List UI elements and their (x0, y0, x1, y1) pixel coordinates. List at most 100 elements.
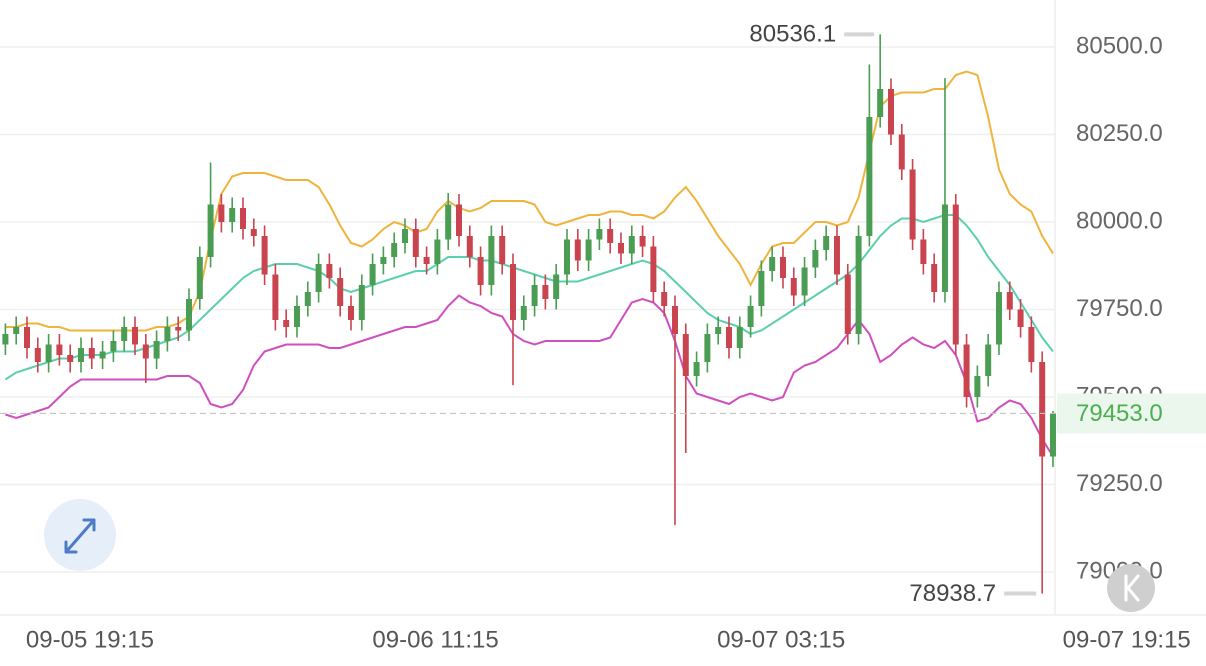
candle-body (920, 239, 927, 264)
candle-body (1028, 326, 1035, 362)
candle-body (229, 207, 236, 222)
candle-body (931, 263, 938, 292)
back-button[interactable] (1107, 564, 1155, 612)
x-tick-label: 09-05 19:15 (26, 626, 154, 653)
candle-body (272, 274, 279, 320)
candle-body (985, 344, 992, 376)
candle-body (185, 298, 192, 331)
candle-body (941, 204, 948, 292)
candle-body (337, 277, 344, 306)
back-icon[interactable] (1124, 574, 1140, 602)
candle-body (218, 204, 225, 222)
candle-body (261, 235, 268, 275)
band-line (4, 214, 1054, 381)
candle-body (283, 319, 290, 327)
min-label: 78938.7 (909, 580, 996, 607)
candle-body (758, 270, 765, 306)
candle-body (207, 204, 214, 257)
candle-body (293, 305, 300, 327)
y-tick-label: 80250.0 (1076, 120, 1163, 147)
candle-body (326, 263, 333, 278)
y-tick-label: 80500.0 (1076, 32, 1163, 59)
back-button-bg[interactable] (1107, 564, 1155, 612)
candle-body (661, 291, 668, 306)
candle-body (563, 239, 570, 275)
candle-body (833, 235, 840, 275)
candle-body (887, 89, 894, 135)
candle-body (121, 326, 128, 341)
candle-body (445, 204, 452, 240)
candle-body (520, 305, 527, 320)
candle-body (877, 89, 884, 118)
candle-body (671, 305, 678, 334)
candle-body (801, 267, 808, 296)
x-tick-label: 09-07 19:15 (1063, 626, 1191, 653)
candle-body (88, 347, 95, 359)
candles (2, 34, 1056, 594)
candle-body (715, 326, 722, 334)
grid (0, 46, 1055, 573)
candle-body (736, 326, 743, 348)
candle-body (617, 242, 624, 254)
candle-body (1039, 361, 1046, 457)
candle-body (844, 274, 851, 334)
candle-body (196, 256, 203, 299)
candle-body (2, 333, 9, 345)
candle-body (142, 344, 149, 359)
candle-body (693, 361, 700, 376)
candle-body (153, 340, 160, 359)
candle-body (34, 347, 41, 362)
candle-body (239, 207, 246, 229)
candle-body (747, 305, 754, 327)
candle-body (974, 375, 981, 397)
candle-body (725, 326, 732, 348)
candle-body (13, 326, 20, 334)
band-line (5, 70, 1054, 332)
candle-body (131, 326, 138, 345)
candle-body (898, 134, 905, 170)
candle-body (423, 256, 430, 264)
candle-body (391, 242, 398, 257)
candle-body (45, 344, 52, 362)
candle-body (466, 235, 473, 257)
labels: 79000.079250.079500.079750.080000.080250… (0, 21, 1206, 653)
expand-icon[interactable] (64, 518, 96, 554)
candle-body (704, 333, 711, 362)
candle-body (175, 326, 182, 331)
expand-button[interactable] (44, 499, 116, 571)
candle-body (531, 284, 538, 306)
candle-body (682, 333, 689, 376)
x-tick-label: 09-06 11:15 (372, 626, 498, 653)
candle-body (855, 235, 862, 334)
candle-body (455, 204, 462, 236)
candle-body (434, 239, 441, 264)
last-price-label: 79453.0 (1076, 400, 1163, 427)
candle-body (99, 351, 106, 359)
candle-body (164, 326, 171, 341)
candle-body (23, 326, 30, 348)
candle-body (952, 204, 959, 345)
candle-body (963, 344, 970, 397)
band-line (5, 294, 1054, 458)
candle-body (250, 228, 257, 236)
candle-body (477, 256, 484, 285)
candle-body (769, 256, 776, 271)
candle-body (628, 235, 635, 254)
y-tick-label: 80000.0 (1076, 207, 1163, 234)
y-tick-label: 79250.0 (1076, 470, 1163, 497)
y-tick-label: 79750.0 (1076, 295, 1163, 322)
candle-body (866, 117, 873, 236)
max-label: 80536.1 (749, 21, 836, 48)
candle-body (77, 347, 84, 362)
candle-body (412, 228, 419, 257)
candle-body (67, 354, 74, 362)
candle-body (596, 228, 603, 240)
candle-body (995, 291, 1002, 345)
candle-body (110, 340, 117, 352)
candle-body (499, 235, 506, 264)
candle-body (509, 263, 516, 320)
candle-body (369, 263, 376, 285)
candle-body (607, 228, 614, 243)
